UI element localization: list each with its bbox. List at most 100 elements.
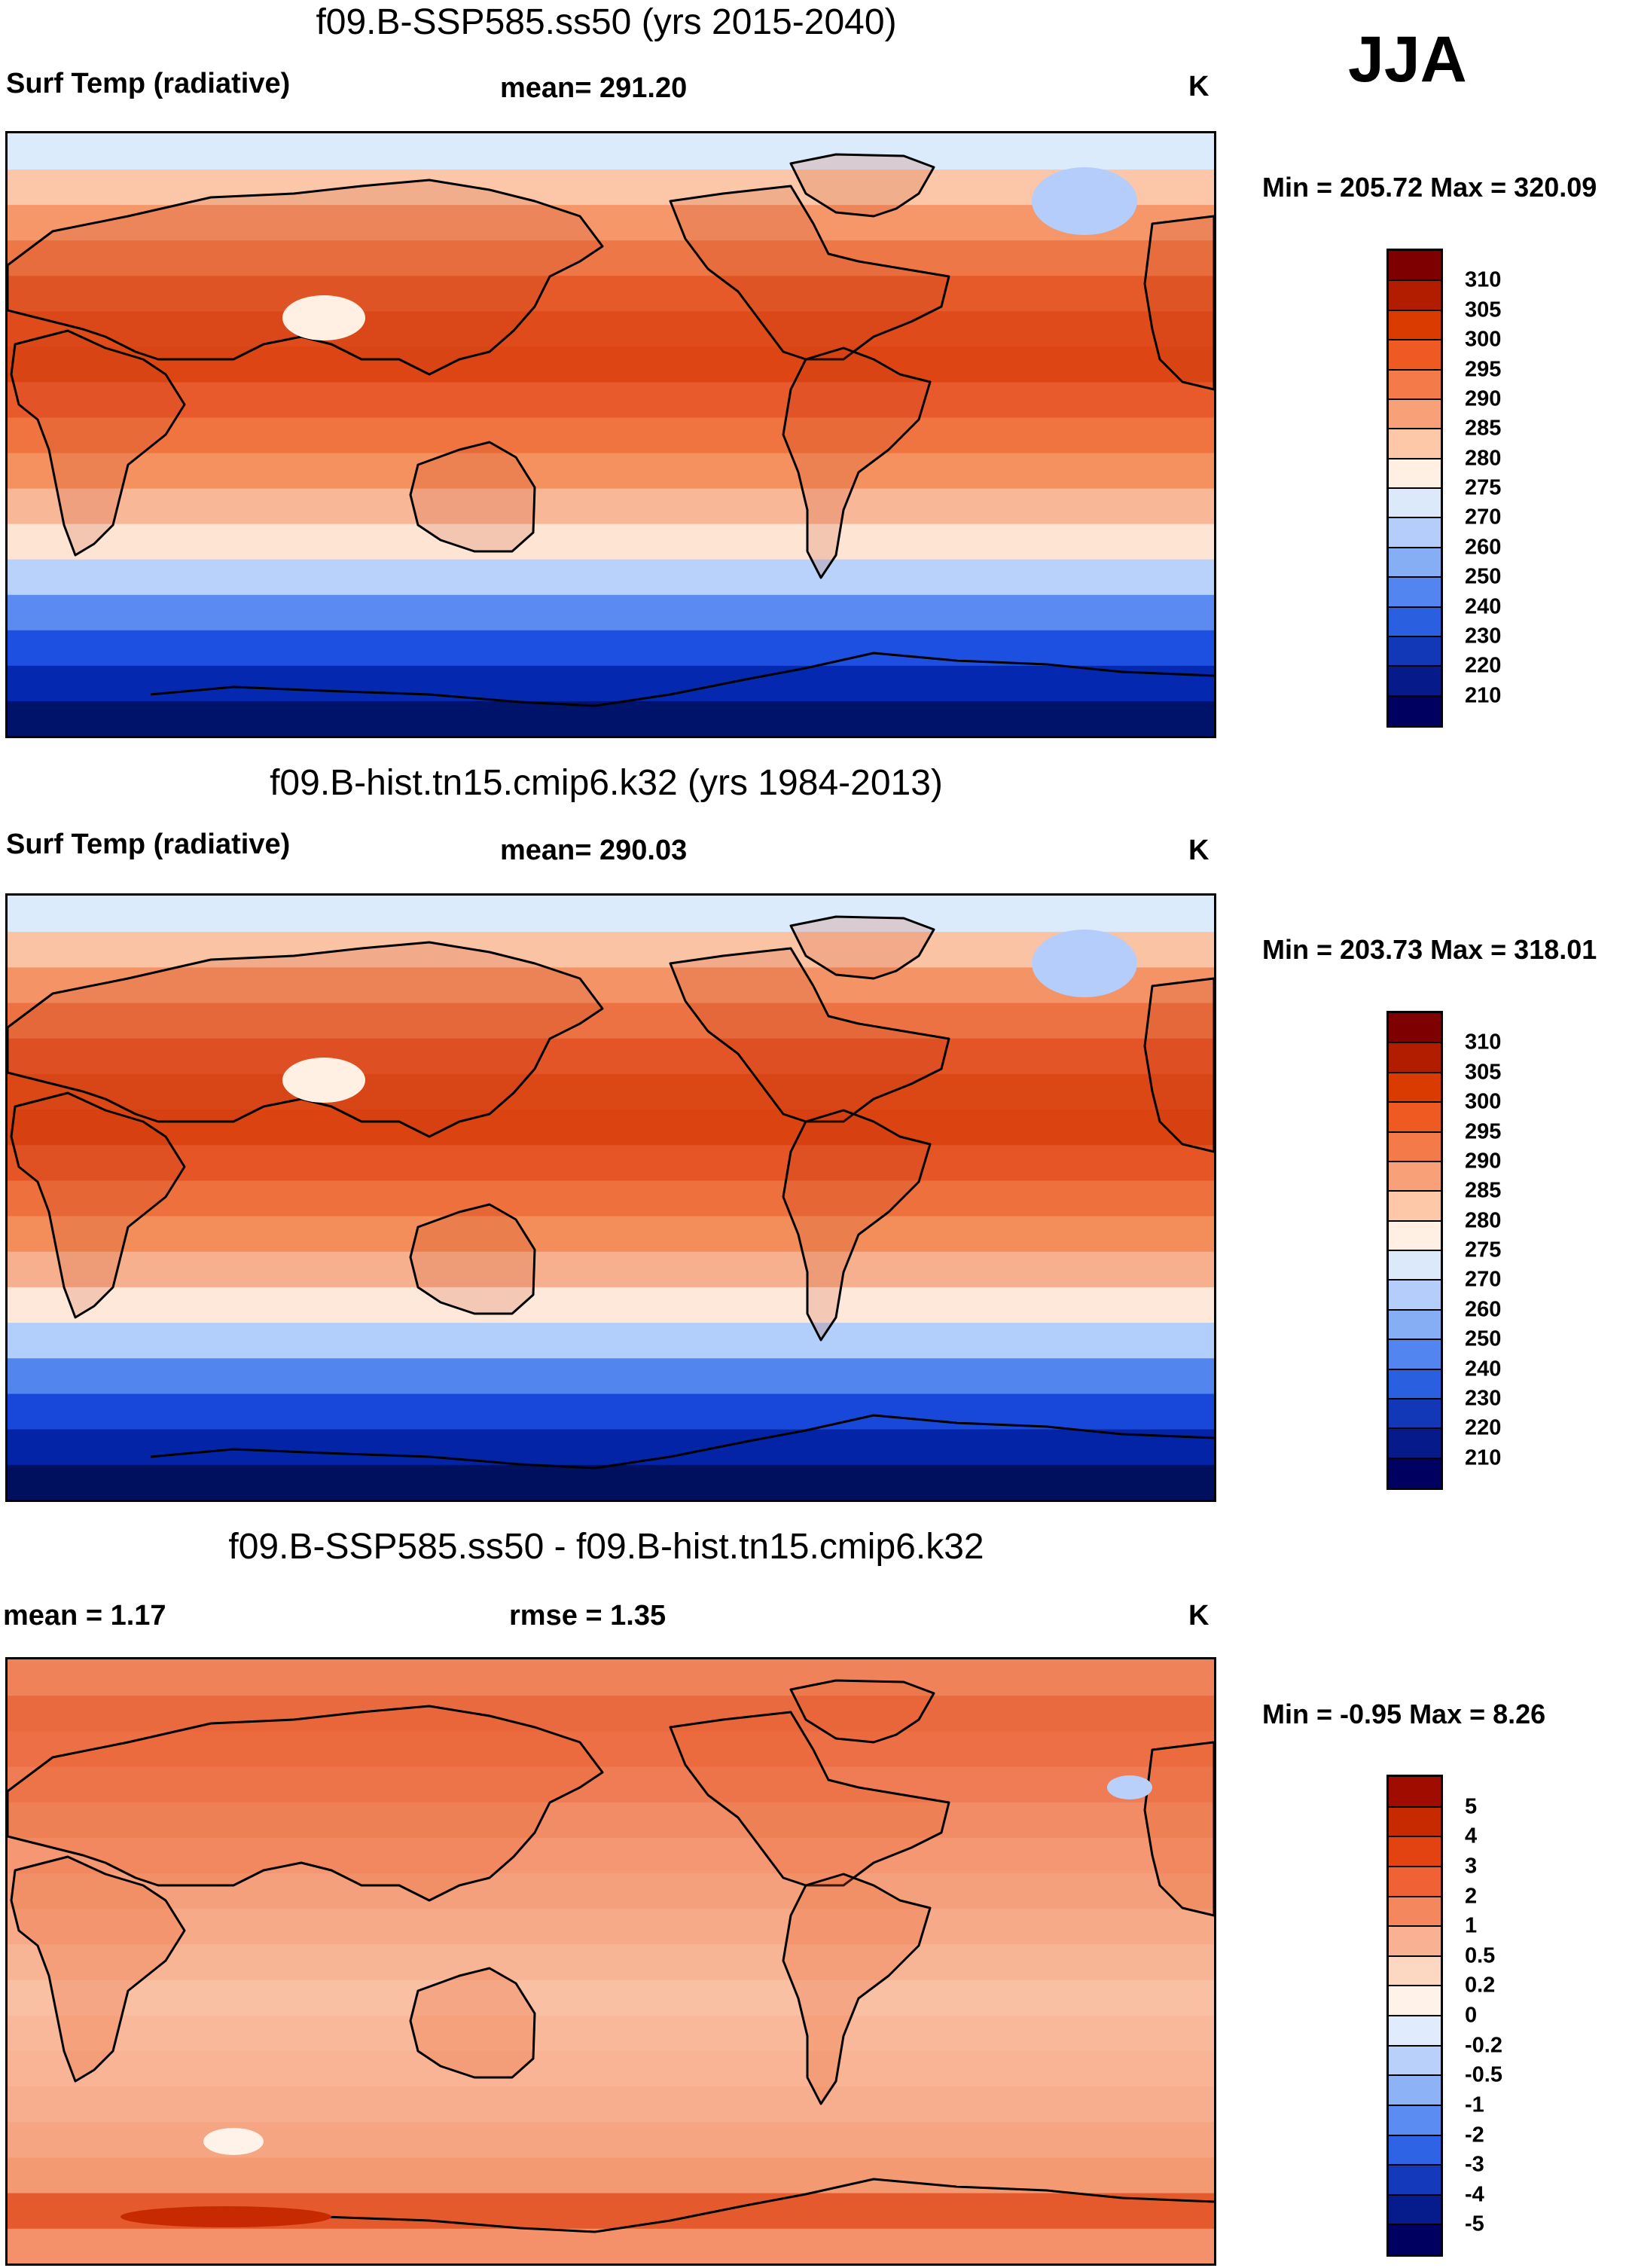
colorbar-swatch bbox=[1389, 1042, 1441, 1073]
colorbar-tick-label: -2 bbox=[1465, 2123, 1484, 2147]
colorbar-swatch bbox=[1389, 517, 1441, 548]
colorbar-divider bbox=[1389, 1955, 1441, 1957]
coastline bbox=[10, 1091, 186, 1319]
panel-2-minmax-label: Min = 203.73 Max = 318.01 bbox=[1262, 934, 1597, 965]
zonal-band bbox=[8, 2085, 1214, 2123]
colorbar-swatch bbox=[1389, 310, 1441, 340]
panel-2-units-label: K bbox=[1188, 835, 1210, 866]
colorbar-divider bbox=[1389, 665, 1441, 667]
colorbar-divider bbox=[1389, 517, 1441, 519]
colorbar-swatch bbox=[1389, 1280, 1441, 1311]
zonal-band bbox=[8, 1179, 1214, 1216]
zonal-band bbox=[8, 966, 1214, 1003]
colorbar-swatch bbox=[1389, 2016, 1441, 2046]
colorbar-swatch bbox=[1389, 666, 1441, 697]
colorbar-divider bbox=[1389, 1895, 1441, 1897]
colorbar-swatch bbox=[1389, 2194, 1441, 2225]
colorbar-swatch bbox=[1389, 398, 1441, 429]
coastline bbox=[8, 179, 604, 376]
zonal-band bbox=[8, 1765, 1214, 1802]
zonal-band bbox=[8, 1072, 1214, 1110]
colorbar-tick-label: -0.2 bbox=[1465, 2033, 1502, 2058]
panel-3-units-label: K bbox=[1188, 1600, 1210, 1632]
colorbar-swatch bbox=[1389, 1191, 1441, 1222]
coastline bbox=[1143, 1741, 1214, 1917]
colorbar-divider bbox=[1389, 1101, 1441, 1103]
colorbar-divider bbox=[1389, 2015, 1441, 2016]
colorbar-swatch bbox=[1389, 577, 1441, 608]
colorbar-swatch bbox=[1389, 1398, 1441, 1429]
colorbar-tick-label: 310 bbox=[1465, 267, 1502, 292]
colorbar-tick-label: 295 bbox=[1465, 1119, 1502, 1143]
colorbar-swatch bbox=[1389, 2105, 1441, 2135]
colorbar-tick-label: 260 bbox=[1465, 1297, 1502, 1322]
zonal-band bbox=[8, 699, 1214, 736]
zonal-band bbox=[8, 1250, 1214, 1287]
zonal-band bbox=[8, 274, 1214, 312]
zonal-band bbox=[8, 1108, 1214, 1146]
colorbar-swatch bbox=[1389, 1777, 1441, 1807]
zonal-band bbox=[8, 1463, 1214, 1500]
panel-3-colorbar: 5 4 3 2 1 0.5 0.2 0 -0.2 -0.5 -1 -2 -3 -4 -5 bbox=[1386, 1775, 1502, 2257]
zonal-band bbox=[8, 487, 1214, 524]
colorbar-swatch bbox=[1389, 1013, 1441, 1043]
colorbar-tick-label: 230 bbox=[1465, 624, 1502, 649]
coastline bbox=[669, 185, 950, 361]
colorbar-tick-label: 250 bbox=[1465, 564, 1502, 589]
colorbar-divider bbox=[1389, 1160, 1441, 1162]
colorbar-swatch bbox=[1389, 636, 1441, 667]
colorbar-swatch bbox=[1389, 340, 1441, 371]
panel-2-mean-label: mean= 290.03 bbox=[500, 835, 688, 866]
colorbar-tick-label: 4 bbox=[1465, 1824, 1478, 1848]
colorbar-tick-label: 305 bbox=[1465, 1060, 1502, 1085]
colorbar-tick-label: 5 bbox=[1465, 1794, 1478, 1819]
panel-2-colorbar: 310 305 300 295 290 285 280 275 270 260 250 240 230 2… bbox=[1386, 1011, 1501, 1490]
colorbar-tick-label: 220 bbox=[1465, 1415, 1502, 1440]
colorbar-swatch bbox=[1389, 1131, 1441, 1162]
colorbar-tick-label: 2 bbox=[1465, 1884, 1478, 1908]
colorbar-tick-label: 270 bbox=[1465, 1267, 1502, 1292]
zonal-band bbox=[8, 1321, 1214, 1359]
colorbar-divider bbox=[1389, 2224, 1441, 2226]
colorbar-swatch bbox=[1389, 1309, 1441, 1340]
panel-2-title: f09.B-hist.tn15.cmip6.k32 (yrs 1984-2013… bbox=[270, 763, 943, 803]
panel-3-title: f09.B-SSP585.ss50 - f09.B-hist.tn15.cmip… bbox=[228, 1527, 984, 1567]
zonal-band bbox=[8, 1694, 1214, 1732]
colorbar-divider bbox=[1389, 1308, 1441, 1311]
zonal-band bbox=[8, 1978, 1214, 2016]
zonal-band bbox=[8, 1357, 1214, 1394]
colorbar-divider bbox=[1389, 694, 1441, 697]
season-label: JJA bbox=[1348, 23, 1467, 96]
zonal-band bbox=[8, 2013, 1214, 2051]
zonal-band bbox=[8, 2120, 1214, 2158]
coastline bbox=[1143, 215, 1214, 391]
colorbar-divider bbox=[1389, 2193, 1441, 2196]
colorbar-swatch bbox=[1389, 1806, 1441, 1837]
panel-1-map bbox=[5, 131, 1216, 738]
zonal-band bbox=[8, 1392, 1214, 1430]
colorbar-swatch bbox=[1389, 1102, 1441, 1133]
anomaly-region bbox=[1032, 167, 1137, 235]
colorbar-swatch bbox=[1389, 1896, 1441, 1927]
panel-2-map-canvas bbox=[8, 896, 1214, 1500]
colorbar-tick-label: 260 bbox=[1465, 535, 1502, 560]
anomaly-region bbox=[282, 1058, 365, 1103]
colorbar-divider bbox=[1389, 1250, 1441, 1251]
zonal-band bbox=[8, 1285, 1214, 1323]
colorbar-swatch bbox=[1389, 1339, 1441, 1370]
colorbar-divider bbox=[1389, 339, 1441, 341]
anomaly-region bbox=[203, 2128, 264, 2155]
colorbar-swatch bbox=[1389, 2165, 1441, 2196]
panel-1-mean-label: mean= 291.20 bbox=[500, 72, 688, 104]
coastline bbox=[409, 1967, 536, 2079]
colorbar-divider bbox=[1389, 2134, 1441, 2136]
panel-3-rmse-label: rmse = 1.35 bbox=[509, 1600, 667, 1632]
zonal-band bbox=[8, 133, 1214, 170]
colorbar-divider bbox=[1389, 2074, 1441, 2077]
zonal-band bbox=[8, 557, 1214, 595]
colorbar-divider bbox=[1389, 398, 1441, 400]
colorbar-tick-label: 290 bbox=[1465, 1149, 1502, 1174]
coastline bbox=[782, 1109, 932, 1342]
colorbar-divider bbox=[1389, 1190, 1441, 1192]
colorbar-divider bbox=[1389, 1865, 1441, 1867]
